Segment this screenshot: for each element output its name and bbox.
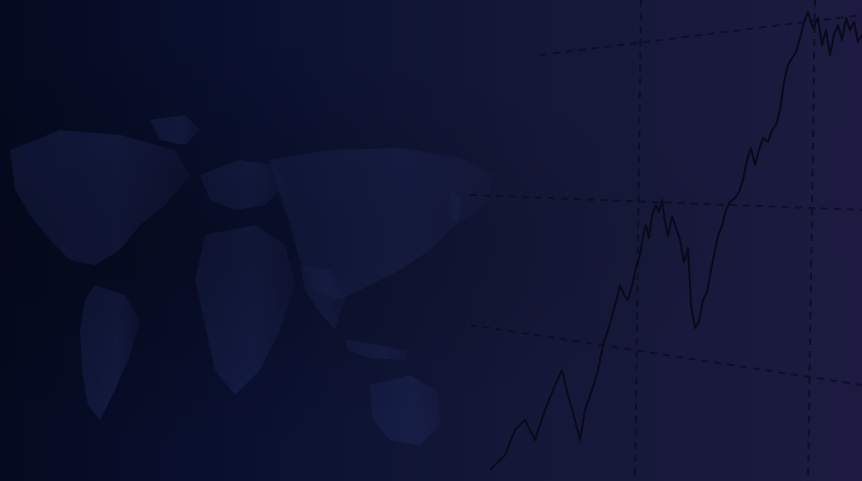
map-indonesia [345,340,410,360]
chart-gridlines [469,0,862,481]
map-south-america [80,285,140,420]
gridline-vertical-1 [634,0,642,481]
stock-price-line [489,11,862,471]
map-japan [448,190,462,222]
map-europe [200,160,285,210]
gridline-lower [469,324,862,386]
gridline-middle [469,194,862,211]
gridline-top [539,14,862,56]
map-india [300,265,345,330]
world-map-graphic [10,115,495,445]
map-greenland [150,115,200,145]
map-australia [370,375,440,445]
map-africa [195,225,295,395]
map-asia [270,148,495,300]
map-north-america [10,130,190,265]
gridline-vertical-2 [807,0,816,481]
